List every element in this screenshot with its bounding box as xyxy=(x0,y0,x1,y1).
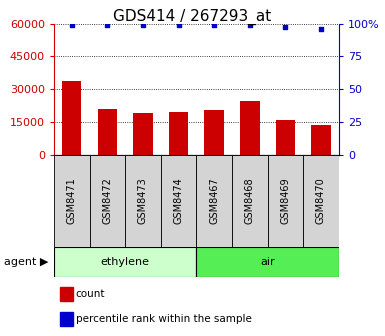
Text: air: air xyxy=(260,257,275,267)
Text: GSM8469: GSM8469 xyxy=(280,177,290,224)
Text: GSM8472: GSM8472 xyxy=(102,177,112,224)
Point xyxy=(140,22,146,28)
Point xyxy=(211,22,217,28)
Point xyxy=(247,22,253,28)
Bar xyxy=(90,155,125,247)
Bar xyxy=(60,312,73,326)
Bar xyxy=(196,155,232,247)
Bar xyxy=(204,110,224,155)
Text: percentile rank within the sample: percentile rank within the sample xyxy=(75,314,251,324)
Bar xyxy=(169,112,188,155)
Text: GSM8470: GSM8470 xyxy=(316,177,326,224)
Bar xyxy=(232,155,268,247)
Point xyxy=(69,22,75,28)
Text: GSM8468: GSM8468 xyxy=(245,177,255,224)
Bar xyxy=(240,101,259,155)
Text: GDS414 / 267293_at: GDS414 / 267293_at xyxy=(113,8,272,25)
Text: ethylene: ethylene xyxy=(100,257,150,267)
Bar xyxy=(196,247,339,277)
Bar xyxy=(54,247,196,277)
Bar xyxy=(54,155,90,247)
Point xyxy=(104,22,110,28)
Point xyxy=(282,25,288,30)
Bar xyxy=(62,81,82,155)
Text: count: count xyxy=(75,289,105,299)
Text: GSM8473: GSM8473 xyxy=(138,177,148,224)
Text: agent ▶: agent ▶ xyxy=(4,257,48,267)
Bar xyxy=(161,155,196,247)
Bar xyxy=(303,155,339,247)
Point xyxy=(176,22,182,28)
Bar xyxy=(60,287,73,301)
Text: GSM8474: GSM8474 xyxy=(174,177,184,224)
Bar xyxy=(97,109,117,155)
Bar xyxy=(125,155,161,247)
Bar xyxy=(133,113,153,155)
Text: GSM8471: GSM8471 xyxy=(67,177,77,224)
Text: GSM8467: GSM8467 xyxy=(209,177,219,224)
Bar xyxy=(276,120,295,155)
Bar xyxy=(311,125,331,155)
Point xyxy=(318,26,324,32)
Bar xyxy=(268,155,303,247)
